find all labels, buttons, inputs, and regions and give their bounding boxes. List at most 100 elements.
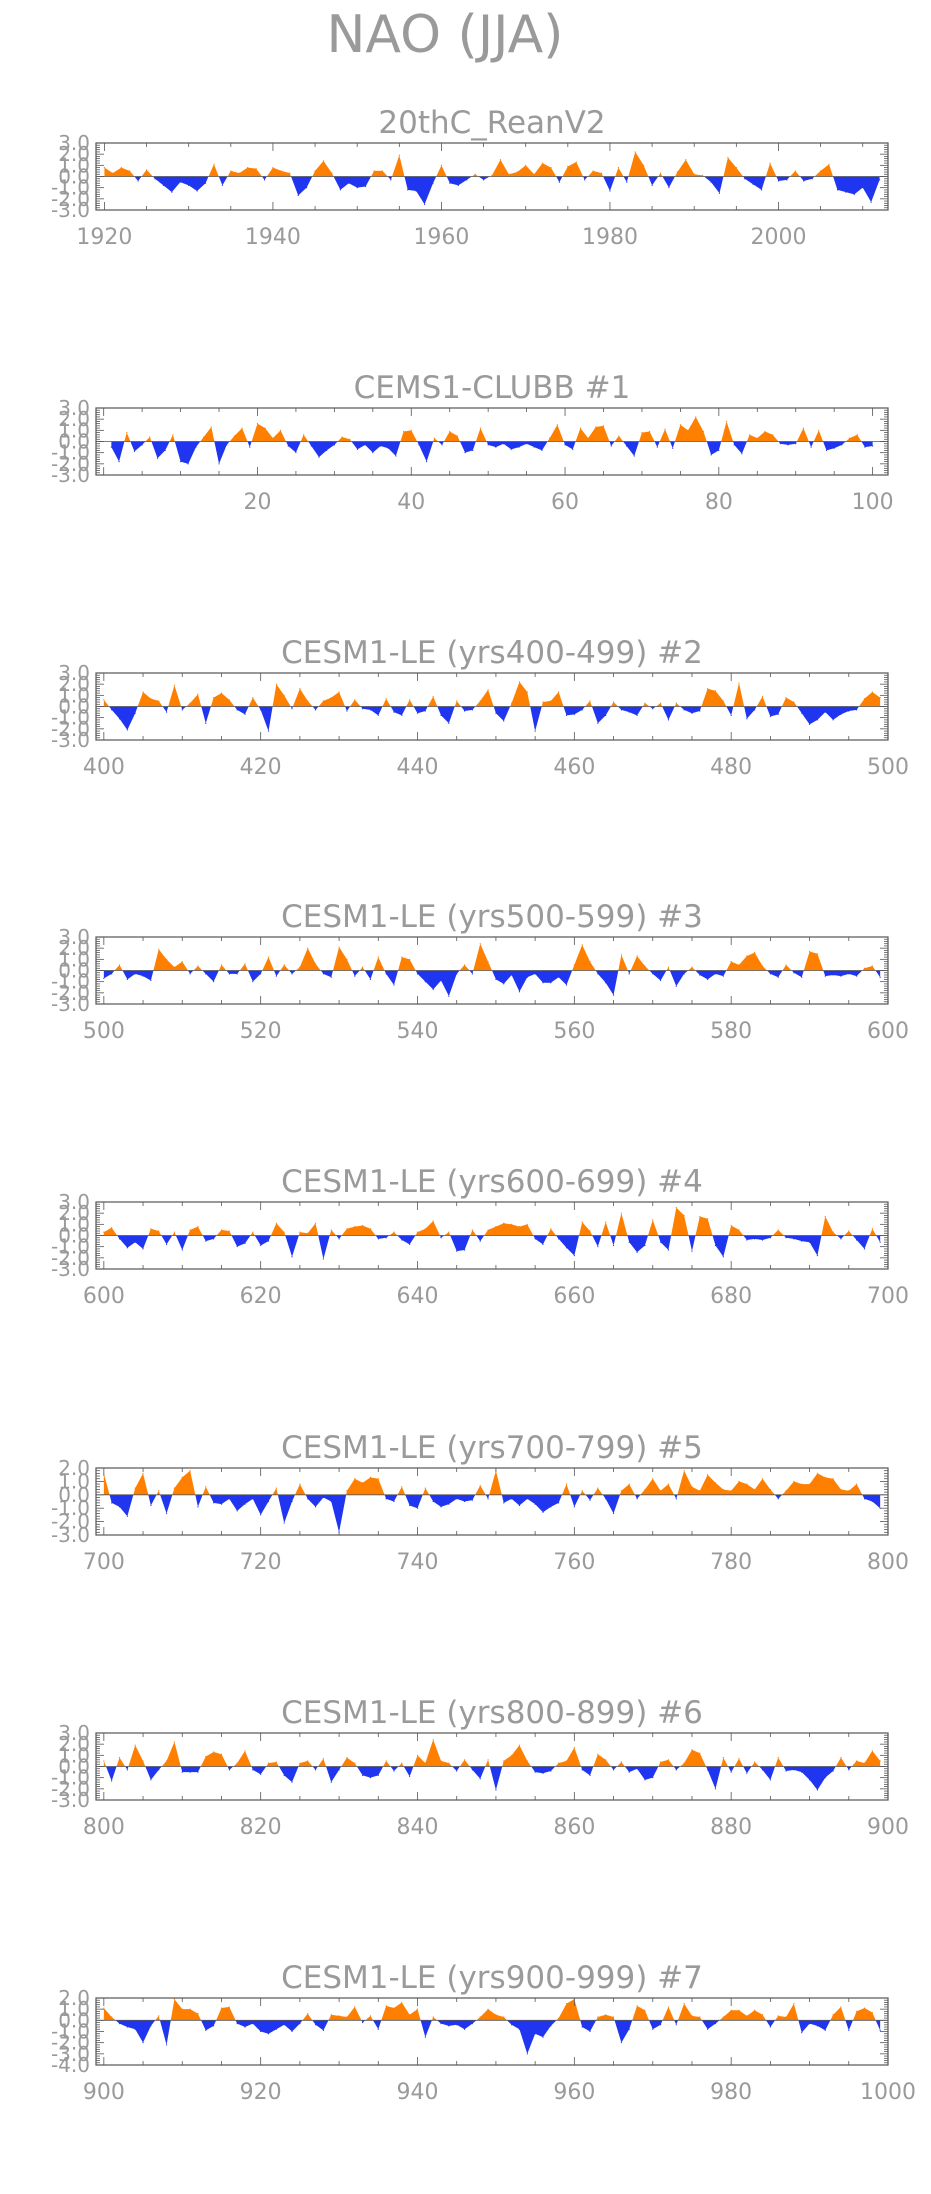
data-point [808,950,811,953]
data-point [620,709,622,711]
y-tick-label: 1.0 [58,153,90,177]
y-tick-label: -1.0 [51,176,90,200]
data-point [769,1237,771,1239]
data-point [346,1490,348,1492]
data-point [487,1759,489,1761]
data-point [362,966,364,968]
data-point [864,446,866,448]
data-point [761,1239,764,1241]
data-point [808,2023,811,2025]
data-point [871,2011,873,2014]
data-point [103,977,105,979]
data-point [573,1506,575,1508]
data-point [495,2014,497,2016]
data-point [856,1483,858,1485]
data-point [659,702,662,704]
data-point [275,1761,277,1763]
data-point [377,2028,379,2030]
data-point [785,964,787,966]
data-point [381,170,384,172]
data-point [482,179,485,181]
data-point [103,166,106,169]
data-point [287,445,289,447]
data-point [432,695,434,698]
data-point [111,1227,113,1229]
data-point [189,1229,191,1231]
data-point [314,709,317,711]
data-point [244,963,246,965]
data-point [244,1750,246,1752]
data-point [612,701,615,703]
data-point [824,1215,826,1218]
data-point [777,1498,779,1500]
data-point [295,452,297,454]
data-point [479,1778,481,1780]
data-point [863,967,866,969]
data-point [385,1498,387,1500]
data-point [801,1771,803,1773]
data-point [856,975,858,977]
data-point [714,1788,717,1790]
y-tick-label: 2.0 [58,1201,90,1225]
data-point [307,1232,309,1234]
data-point [118,964,121,966]
data-point [112,172,114,174]
data-point [393,1500,395,1503]
data-point [756,437,758,439]
data-point [816,2025,819,2027]
data-point [173,1998,176,2000]
x-tick-label: 980 [710,2080,752,2105]
data-point [605,1221,607,1223]
data-point [156,457,159,459]
data-point [306,187,308,189]
data-point [667,966,670,968]
data-point [738,964,740,966]
data-point [322,160,325,162]
data-point [456,700,458,702]
data-point [652,973,654,975]
data-point [416,1754,419,1756]
data-point [722,2016,724,2018]
data-point [652,708,654,710]
data-point [354,1762,356,1764]
panel-title: CESM1-LE (yrs900-999) #7 [281,1960,703,1996]
data-point [150,1779,152,1781]
data-point [354,2006,356,2008]
data-point [165,711,168,713]
data-point [230,170,232,172]
data-point [330,696,332,699]
data-point [769,1488,771,1491]
data-point [848,437,851,439]
data-point [393,984,395,986]
data-point [416,2008,419,2010]
panel-6: CESM1-LE (yrs700-799) #5 2.01.00.0-1.0-2.… [51,1430,909,1575]
data-point [401,1239,403,1241]
data-point [440,979,442,982]
data-point [103,699,105,701]
data-point [518,446,520,448]
data-point [307,1498,309,1500]
data-point [541,449,543,452]
data-point [636,714,638,717]
data-point [424,981,426,983]
data-point [264,427,266,429]
data-point [118,1756,121,1759]
data-point [204,182,207,184]
data-point [526,443,528,445]
data-point [283,1231,285,1233]
data-point [556,424,558,426]
data-point [499,159,502,161]
data-point [702,430,705,433]
data-point [675,1498,677,1500]
data-point [558,1502,560,1504]
data-point [471,709,473,711]
data-point [213,1238,215,1240]
data-point [463,2028,466,2030]
data-point [699,1215,701,1218]
data-point [565,1760,568,1762]
data-point [848,1490,850,1492]
data-point [769,715,771,718]
data-point [676,171,678,173]
data-point [659,1761,662,1763]
